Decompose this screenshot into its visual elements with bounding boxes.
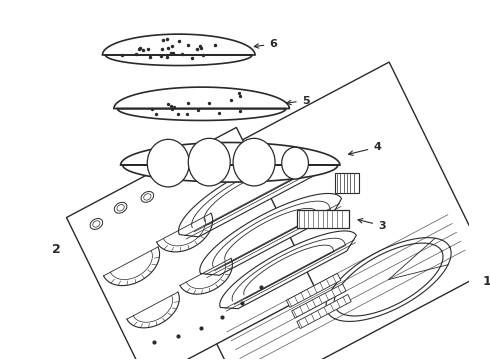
Polygon shape: [220, 231, 356, 309]
Text: 6: 6: [254, 39, 277, 49]
Text: 5: 5: [287, 96, 309, 105]
Ellipse shape: [147, 139, 189, 187]
Ellipse shape: [233, 138, 275, 186]
Polygon shape: [200, 193, 342, 275]
Text: 2: 2: [52, 243, 61, 256]
Polygon shape: [143, 62, 490, 360]
Polygon shape: [297, 294, 351, 329]
Polygon shape: [121, 143, 340, 182]
Polygon shape: [292, 284, 346, 318]
Polygon shape: [102, 34, 255, 66]
Text: 4: 4: [348, 142, 381, 156]
Polygon shape: [67, 127, 317, 360]
Text: 3: 3: [358, 219, 386, 231]
Ellipse shape: [282, 147, 308, 179]
Polygon shape: [335, 173, 359, 193]
Text: 1: 1: [483, 275, 490, 288]
Ellipse shape: [188, 138, 230, 186]
Polygon shape: [114, 87, 289, 121]
Polygon shape: [297, 210, 349, 228]
Polygon shape: [178, 152, 324, 237]
Polygon shape: [287, 273, 341, 307]
